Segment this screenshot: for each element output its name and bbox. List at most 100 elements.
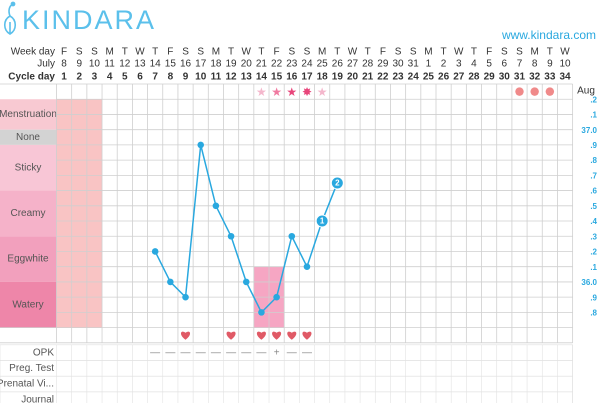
site-url[interactable]: www.kindara.com [501, 28, 596, 42]
date: 25 [317, 59, 329, 70]
temp-tick-label: .7 [590, 171, 597, 180]
date: 31 [408, 59, 420, 70]
date: 20 [241, 59, 253, 70]
cycle-day: 26 [438, 72, 450, 83]
date: 10 [559, 59, 571, 70]
date: 27 [347, 59, 359, 70]
temperature-badge [315, 214, 329, 228]
opk-result: — [241, 347, 251, 358]
week-day: T [441, 47, 447, 58]
fluid-band [0, 236, 57, 282]
temperature-point [197, 141, 205, 149]
logo-icon [3, 1, 17, 35]
badge-label: 2 [335, 179, 340, 188]
date: 15 [165, 59, 177, 70]
temperature-point [212, 202, 220, 210]
cycle-day: 27 [453, 72, 465, 83]
week-day: M [105, 47, 113, 58]
temp-tick-label: .8 [590, 156, 597, 165]
week-day: M [424, 47, 432, 58]
date: 1 [426, 59, 432, 70]
cycle-day: 1 [61, 72, 67, 83]
peak-marker: ★ [256, 85, 267, 99]
week-day: S [288, 47, 295, 58]
temp-tick-label: .9 [590, 141, 597, 150]
bottom-row [0, 391, 573, 403]
cycle-day: 24 [408, 72, 420, 83]
heart [302, 331, 312, 340]
date: 30 [392, 59, 404, 70]
cycle-day: 29 [484, 72, 496, 83]
week-day: T [471, 47, 477, 58]
heart [287, 331, 297, 340]
cycle-day: 5 [122, 72, 128, 83]
temp-tick-label: .2 [590, 95, 597, 104]
heart [256, 331, 266, 340]
fluid-band [0, 190, 57, 237]
row-label: July [37, 59, 55, 70]
cycle-day: 2 [76, 72, 82, 83]
week-day: S [501, 47, 508, 58]
date: 11 [104, 59, 115, 70]
week-day: S [304, 47, 311, 58]
week-day: W [242, 47, 252, 58]
cycle-day: 19 [332, 72, 344, 83]
badge-label: 1 [320, 217, 325, 226]
temp-tick-label: .6 [590, 187, 597, 196]
row-label: Cycle day [8, 72, 55, 83]
peak-marker: ★ [317, 85, 328, 99]
temperature-point [242, 278, 250, 286]
row-label: Week day [11, 47, 55, 58]
cycle-day: 12 [226, 72, 238, 83]
date: 8 [532, 59, 538, 70]
date: 8 [61, 59, 67, 70]
week-day: S [91, 47, 98, 58]
fluid-band [0, 129, 57, 145]
temp-tick-label: .2 [590, 248, 597, 257]
week-day: T [258, 47, 264, 58]
cycle-day: 9 [183, 72, 189, 83]
fluid-band [0, 99, 57, 130]
cycle-day: 32 [529, 72, 541, 83]
temperature-point [182, 293, 189, 301]
peak-marker: ★ [286, 85, 297, 99]
temp-tick-label: .1 [590, 111, 597, 120]
cycle-day: 13 [241, 72, 253, 83]
date: 16 [180, 59, 192, 70]
date: 5 [486, 59, 492, 70]
heart [272, 331, 282, 340]
date: 19 [226, 59, 238, 70]
date: 14 [150, 59, 162, 70]
week-day: T [152, 47, 158, 58]
cycle-day: 25 [423, 72, 435, 83]
date: 22 [271, 59, 283, 70]
bottom-label: Journal [21, 394, 54, 403]
date: 26 [332, 59, 344, 70]
cycle-day: 6 [137, 72, 143, 83]
week-day: S [395, 47, 402, 58]
cycle-day: 30 [499, 72, 511, 83]
week-day: W [454, 47, 464, 58]
temperature-point [303, 263, 311, 271]
week-day: T [334, 47, 340, 58]
menstruation-shade [56, 99, 103, 328]
cycle-day: 31 [514, 72, 526, 83]
week-day: W [560, 47, 570, 58]
fluid-band [0, 281, 57, 328]
fluid-band [0, 144, 57, 191]
fluid-label: Creamy [10, 208, 45, 219]
date: 18 [210, 59, 222, 70]
temperature-point [167, 278, 174, 286]
fluid-label: Watery [12, 299, 43, 310]
opk-result: — [287, 347, 297, 358]
period-marker [530, 87, 539, 96]
bottom-label: Prenatal Vi... [0, 379, 54, 390]
date: 21 [256, 59, 268, 70]
date: 4 [471, 59, 477, 70]
opk-result: — [226, 347, 236, 358]
date: 6 [502, 59, 508, 70]
date: 23 [286, 59, 298, 70]
date: 2 [441, 59, 447, 70]
week-day: S [410, 47, 417, 58]
week-day: T [547, 47, 553, 58]
